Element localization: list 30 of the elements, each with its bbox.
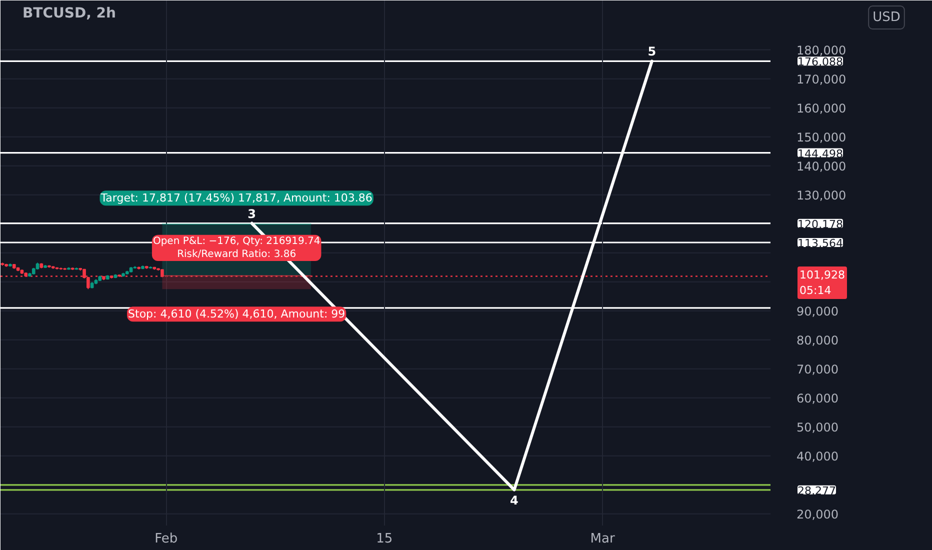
y-tick-label: 90,000 [796,304,838,318]
y-tick-label: 20,000 [796,507,838,522]
y-tick-label: 70,000 [796,362,838,376]
annotation: 4 [510,493,518,508]
chart-title: BTCUSD, 2h [22,6,116,22]
ref-line-label: 176,088 [798,56,843,69]
annotation: Open P&L: −176, Qty: 216919.74 Risk/Reward Ratio: 3.86 [152,236,320,260]
ref-line-label: 144,498 [798,147,843,160]
annotation: 3 [248,206,256,221]
ref-line-label: 28,277 [798,484,836,498]
y-axis-title: USD [872,10,900,25]
y-tick-label: 150,000 [796,130,846,144]
annotation: Stop: 4,610 (4.52%) 4,610, Amount: 99 [128,308,346,321]
x-tick-label: 15 [376,532,393,546]
y-tick-label: 40,000 [796,449,838,464]
ref-line-label: 120,178 [798,218,843,231]
y-tick-label: 60,000 [796,391,838,406]
y-tick-label: 170,000 [796,72,846,86]
annotation: Target: 17,817 (17.45%) 17,817, Amount: 103.86 [100,192,372,205]
y-tick-label: 160,000 [796,101,846,116]
annotation: 5 [648,44,656,59]
ref-line-label: 113,564 [798,237,843,250]
y-tick-label: 140,000 [796,159,846,174]
ref-line-label: 101,928 05:14 [800,268,845,298]
y-tick-label: 180,000 [796,43,846,58]
y-tick-label: 80,000 [796,333,838,348]
y-tick-label: 50,000 [796,420,838,434]
x-tick-label: Mar [590,532,616,546]
x-tick-label: Feb [154,532,178,546]
y-tick-label: 130,000 [796,188,846,202]
